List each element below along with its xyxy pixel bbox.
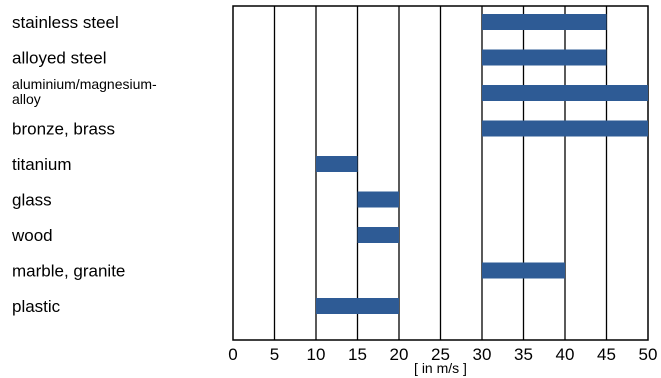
x-tick-label: 40 <box>556 345 575 364</box>
category-label: glass <box>12 191 52 210</box>
range-bar <box>316 298 399 314</box>
x-tick-label: 0 <box>228 345 237 364</box>
category-label: plastic <box>12 297 61 316</box>
category-label: bronze, brass <box>12 120 115 139</box>
category-label: titanium <box>12 155 72 174</box>
x-tick-label: 50 <box>639 345 658 364</box>
bars-group <box>316 14 648 314</box>
range-bar <box>482 120 648 137</box>
x-tick-label: 10 <box>307 345 326 364</box>
x-tick-labels: 0 5 10 15 20 25 30 35 40 45 50 <box>228 345 657 364</box>
range-bar <box>357 191 399 208</box>
x-tick-label: 30 <box>473 345 492 364</box>
category-labels: stainless steel alloyed steel aluminium/ma… <box>11 13 157 316</box>
range-bar <box>482 262 565 279</box>
category-label: alloyed steel <box>12 49 107 68</box>
category-label: wood <box>11 226 53 245</box>
x-tick-label: 20 <box>390 345 409 364</box>
x-tick-label: 25 <box>431 345 450 364</box>
range-bar <box>482 85 648 101</box>
category-label: marble, granite <box>12 262 125 281</box>
category-label: aluminium/magnesium-alloy <box>12 76 157 107</box>
x-axis-label: [ in m/s ] <box>414 360 467 376</box>
x-tick-label: 15 <box>348 345 367 364</box>
x-tick-label: 5 <box>270 345 279 364</box>
range-bar <box>357 227 399 243</box>
x-tick-label: 35 <box>514 345 533 364</box>
x-tick-label: 45 <box>597 345 616 364</box>
range-bar <box>316 156 358 172</box>
range-bar <box>482 14 607 30</box>
range-bar <box>482 49 607 66</box>
category-label: stainless steel <box>12 13 119 32</box>
